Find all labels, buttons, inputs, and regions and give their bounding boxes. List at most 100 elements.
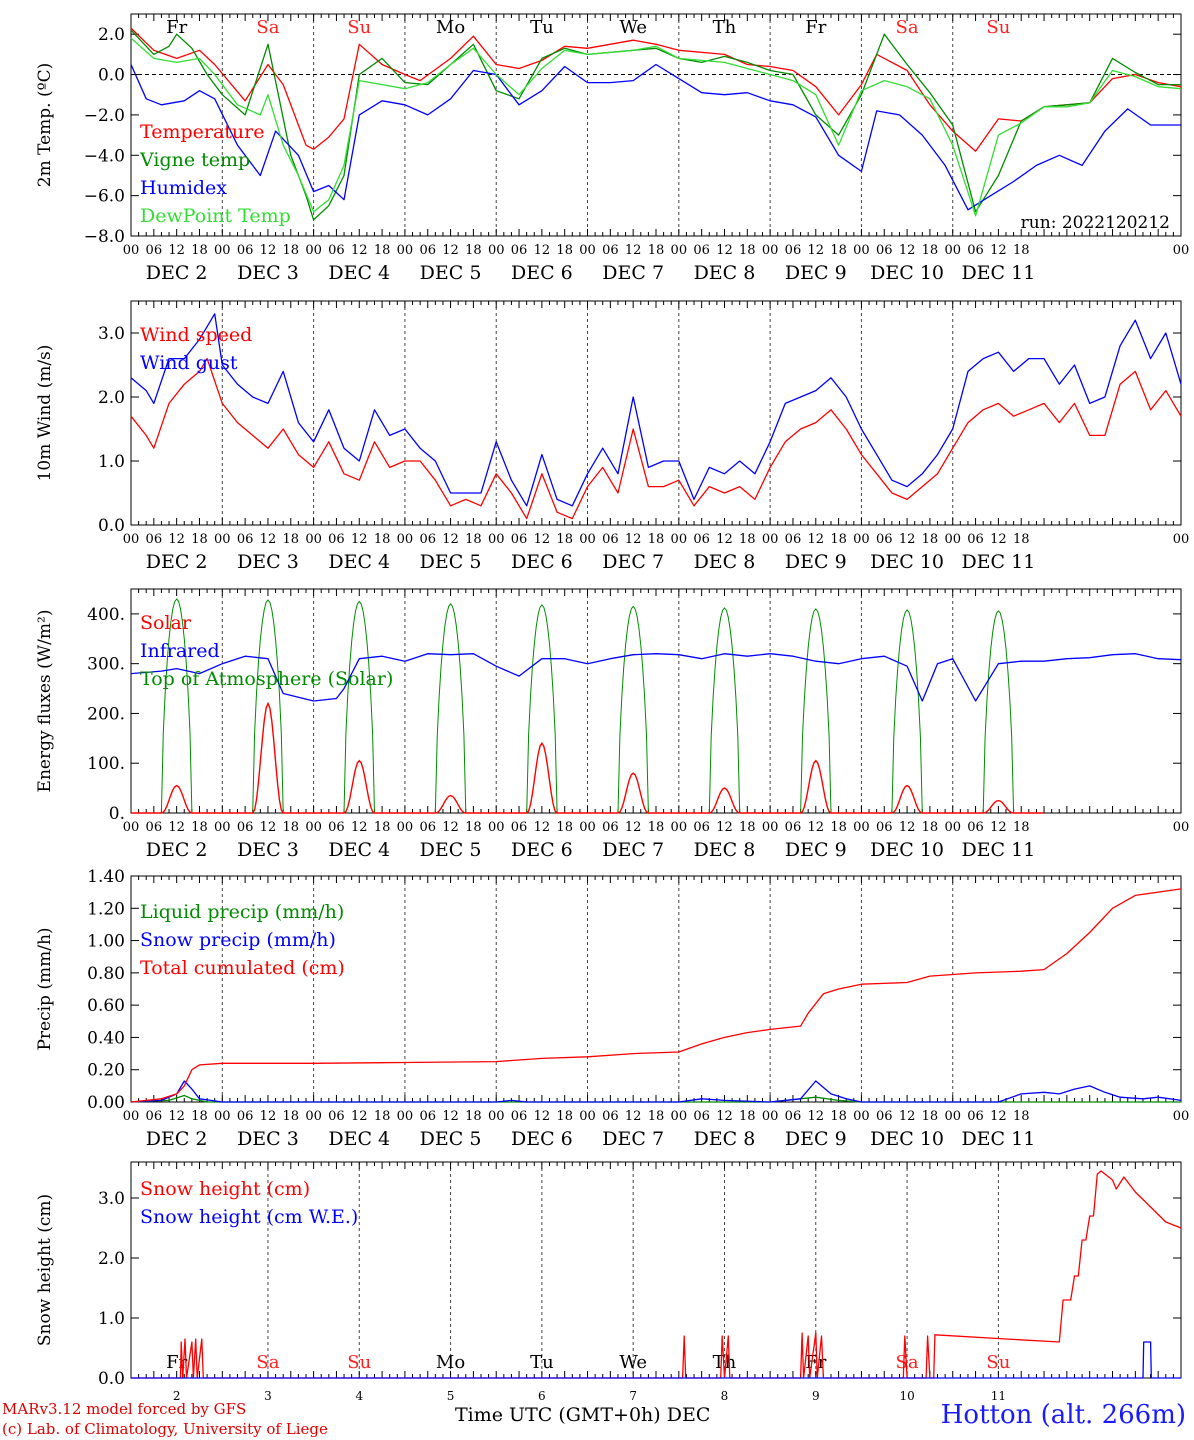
y-tick-label: 0.20 [87,1061,125,1081]
hour-tick-label: 18 [648,1109,665,1124]
hour-tick-label: 12 [808,820,825,835]
hour-tick-label: 12 [168,532,185,547]
hour-tick-label: 06 [237,243,254,258]
hour-tick-label: 00 [671,820,688,835]
hour-tick-label: 18 [465,243,482,258]
hour-tick-label: 18 [648,820,665,835]
hour-tick-label: 12 [534,820,551,835]
y-tick-label: 0. [109,804,125,824]
legend-entry: Liquid precip (mm/h) [140,901,344,923]
hour-tick-label: 06 [967,820,984,835]
day-label: DEC 3 [237,839,299,861]
weekday-label: Sa [896,1352,919,1373]
hour-tick-label: 18 [830,243,847,258]
day-label: DEC 5 [420,1128,482,1150]
hour-tick-label: 18 [739,1109,756,1124]
hour-tick-label: 06 [602,532,619,547]
x-axis-month: DEC [666,1404,711,1426]
day-label: DEC 6 [511,551,573,573]
hour-tick-label: 18 [283,243,300,258]
weekday-label: Th [713,1352,737,1373]
legend-entry: Humidex [140,177,227,199]
day-label: DEC 9 [785,839,847,861]
hour-tick-label: 12 [260,532,277,547]
hour-tick-label: 18 [739,243,756,258]
y-tick-label: 0.40 [87,1028,125,1048]
y-tick-label: 0.00 [87,1093,125,1113]
hour-tick-label: 06 [419,532,436,547]
hour-tick-label: 18 [1013,1109,1030,1124]
panel-frame [130,13,1182,237]
hour-tick-label: 06 [328,820,345,835]
hour-tick-label: 00 [944,532,961,547]
hour-tick-label: 18 [556,820,573,835]
hour-tick-label: 06 [237,1109,254,1124]
day-label: DEC 7 [602,1128,664,1150]
panel-3: 0. 100. 200. 300. 400. Energy fluxes (W/m²) 00… [35,588,1189,861]
hour-tick-label: 06 [511,532,528,547]
hour-tick-label: 12 [625,243,642,258]
hour-tick-label: 06 [419,820,436,835]
hour-tick-label: 18 [922,820,939,835]
hour-tick-label: 12 [442,1109,459,1124]
weekday-label: We [619,17,647,38]
hour-tick-label: 12 [442,820,459,835]
hour-tick-label: 06 [419,243,436,258]
day-label: DEC 4 [328,262,390,284]
weekday-label: Fr [166,17,187,38]
hour-tick-label: 06 [876,532,893,547]
hour-tick-label: 06 [876,243,893,258]
hour-tick-label: 06 [328,532,345,547]
weekday-label: Sa [256,17,279,38]
hour-tick-label: 18 [922,532,939,547]
hour-tick-label: 00 [579,532,596,547]
hour-tick-label: 18 [1013,532,1030,547]
day-label: DEC 8 [694,551,756,573]
y-tick-label: 2.0 [98,25,125,45]
hour-tick-label: 00 [214,1109,231,1124]
weekday-label: Su [986,1352,1010,1373]
hour-tick-label: 00 [853,1109,870,1124]
hour-tick-label: 00 [671,1109,688,1124]
hour-tick-label: 06 [693,243,710,258]
day-label: DEC 11 [961,551,1035,573]
legend-entry: Solar [140,612,192,634]
hour-tick-label: 00 [488,532,505,547]
day-label: DEC 7 [602,551,664,573]
day-number-label: 7 [629,1389,637,1403]
day-label: DEC 4 [328,839,390,861]
hour-tick-label: 18 [556,1109,573,1124]
hour-tick-label: 18 [739,820,756,835]
y-tick-label: 3.0 [98,1189,125,1209]
day-number-label: 4 [355,1389,363,1403]
hour-tick-label: 18 [374,532,391,547]
panel-1: −8.0 −6.0 −4.0 −2.0 0.0 2.0 2m Temp. (ºC) 00 06 1… [35,13,1189,284]
series-line-snow-height-cm-w-e- [131,1341,1181,1379]
day-label: DEC 4 [328,551,390,573]
hour-tick-label: 00 [671,532,688,547]
weekday-label: Fr [805,17,826,38]
day-label: DEC 10 [870,262,944,284]
hour-tick-label: 12 [351,243,368,258]
hour-tick-label: 12 [716,243,733,258]
hour-tick-label: 00 [762,820,779,835]
day-number-label: 11 [991,1389,1006,1403]
hour-tick-label: 00 [123,820,140,835]
hour-tick-label: 00 [579,820,596,835]
legend-entry: Wind gust [140,352,238,374]
hour-tick-label: 18 [830,532,847,547]
hour-tick-label: 06 [602,243,619,258]
panel-2: 0.0 1.0 2.0 3.0 10m Wind (m/s) 00 06 12 18 DEC 2 0… [35,300,1189,573]
legend-entry: Snow precip (mm/h) [140,929,336,951]
hour-tick-label: 06 [328,1109,345,1124]
day-label: DEC 7 [602,262,664,284]
day-label: DEC 10 [870,839,944,861]
x-axis-title: Time UTC (GMT+0h) DEC [455,1404,710,1426]
hour-tick-label: 18 [922,243,939,258]
hour-tick-label: 06 [511,820,528,835]
y-tick-label: 1.00 [87,932,125,952]
hour-tick-label: 06 [237,532,254,547]
legend-entry: Top of Atmosphere (Solar) [140,668,393,690]
hour-tick-label: 06 [511,1109,528,1124]
